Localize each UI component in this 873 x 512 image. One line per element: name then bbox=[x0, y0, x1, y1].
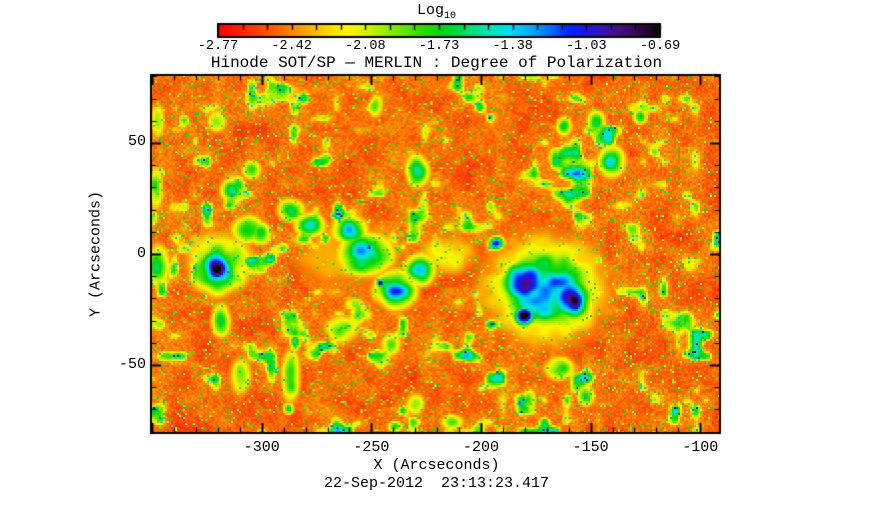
colorbar-gradient bbox=[218, 24, 660, 37]
x-tick-label: -150 bbox=[572, 439, 609, 456]
y-axis-label: Y (Arcseconds) bbox=[87, 190, 105, 318]
colorbar-tick-label: -1.03 bbox=[566, 39, 607, 54]
y-tick-label: -50 bbox=[118, 355, 146, 373]
observation-timestamp: 22-Sep-2012 23:13:23.417 bbox=[323, 475, 550, 492]
x-tick-label: -200 bbox=[462, 439, 499, 456]
colorbar-tick-label: -0.69 bbox=[639, 39, 681, 54]
x-axis-label: X (Arcseconds) bbox=[373, 457, 500, 474]
heatmap-image bbox=[151, 75, 720, 433]
colorbar-tick-label: -2.77 bbox=[197, 39, 239, 54]
colorbar-tick-label: -2.42 bbox=[271, 39, 312, 54]
y-tick-label: 0 bbox=[136, 244, 146, 262]
x-tick-label: -300 bbox=[243, 439, 280, 456]
x-tick-label: -100 bbox=[682, 439, 719, 456]
colorbar-tick-label: -2.08 bbox=[345, 39, 386, 54]
colorbar-title-subscript: 10 bbox=[444, 11, 457, 22]
colorbar-tick-label: -1.38 bbox=[492, 39, 533, 54]
chart-title: Hinode SOT/SP — MERLIN : Degree of Polar… bbox=[210, 54, 663, 72]
colorbar-tick-label: -1.73 bbox=[418, 39, 460, 54]
colorbar-title: Log10 bbox=[0, 2, 873, 22]
x-tick-label: -250 bbox=[353, 439, 390, 456]
y-tick-label: 50 bbox=[127, 133, 146, 151]
colorbar-title-text: Log bbox=[416, 2, 444, 19]
